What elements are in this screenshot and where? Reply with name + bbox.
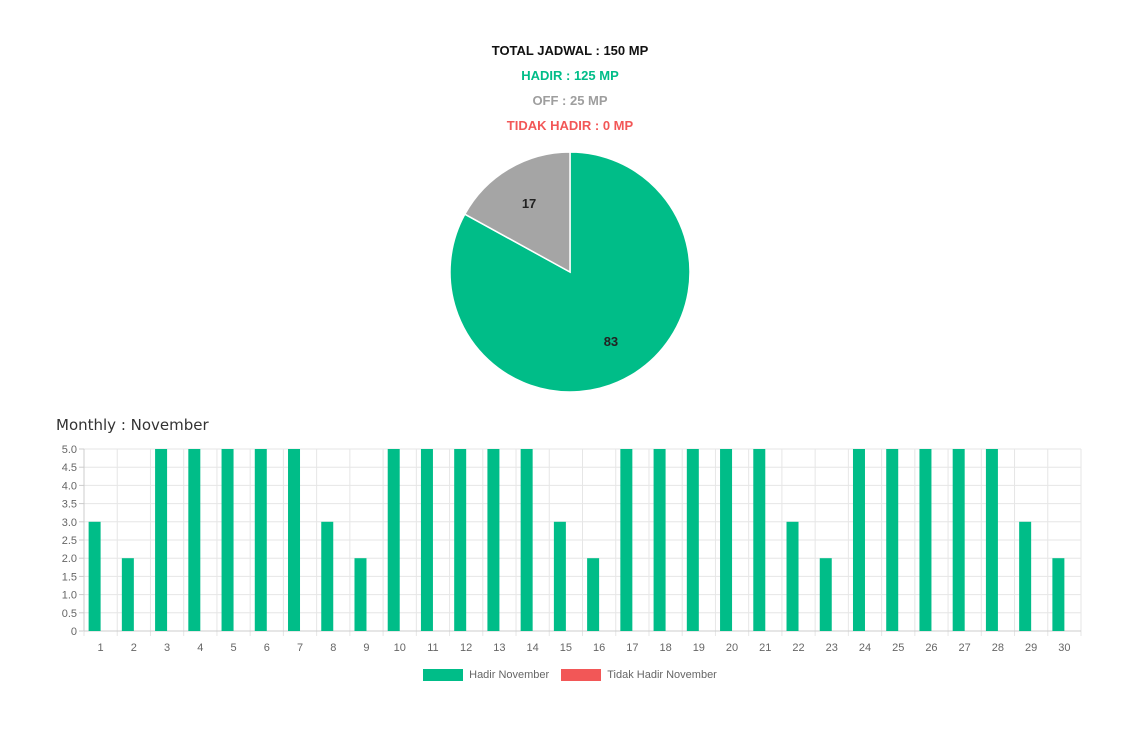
bar-hadir[interactable] xyxy=(354,558,367,631)
x-tick-label: 5 xyxy=(230,642,236,654)
y-tick-label: 0 xyxy=(71,626,77,638)
bar-hadir[interactable] xyxy=(221,449,234,631)
x-tick-label: 26 xyxy=(925,642,937,654)
bar-hadir[interactable] xyxy=(553,521,566,631)
x-tick-label: 30 xyxy=(1058,642,1070,654)
legend-item-hadir[interactable]: Hadir November xyxy=(423,669,549,681)
bar-hadir[interactable] xyxy=(487,449,500,631)
bar-hadir[interactable] xyxy=(454,449,467,631)
bar-hadir[interactable] xyxy=(387,449,400,631)
bar-hadir[interactable] xyxy=(88,521,101,631)
y-tick-label: 0.5 xyxy=(62,608,77,620)
absent-count-label: TIDAK HADIR : 0 MP xyxy=(506,118,634,133)
bar-hadir[interactable] xyxy=(786,521,799,631)
attendance-summary: TOTAL JADWAL : 150 MP HADIR : 125 MP OFF… xyxy=(0,40,1140,140)
x-tick-label: 19 xyxy=(693,642,705,654)
x-tick-label: 17 xyxy=(626,642,638,654)
x-tick-label: 29 xyxy=(1025,642,1037,654)
y-tick-label: 1.0 xyxy=(62,590,77,602)
bar-hadir[interactable] xyxy=(620,449,633,631)
monthly-bar-chart: 0 0.5 1.0 1.5 2.0 2.5 3.0 3.5 4.0 4.5 5.0 1 2 3 4 5 6 7 8 9… xyxy=(40,438,1100,663)
pie-slice-value-label: 17 xyxy=(522,196,536,211)
y-tick-label: 3.5 xyxy=(62,499,77,511)
attendance-pie-chart: 83 17 xyxy=(440,142,700,402)
monthly-chart-title: Monthly : November xyxy=(56,416,209,434)
x-tick-label: 25 xyxy=(892,642,904,654)
bar-hadir[interactable] xyxy=(188,449,201,631)
y-tick-label: 5.0 xyxy=(62,444,77,456)
legend-swatch-tidak-hadir xyxy=(561,669,602,681)
bar-hadir[interactable] xyxy=(288,449,301,631)
x-tick-label: 24 xyxy=(859,642,871,654)
bar-hadir[interactable] xyxy=(852,449,865,631)
x-tick-label: 28 xyxy=(992,642,1004,654)
legend-swatch-hadir xyxy=(423,669,464,681)
bar-hadir[interactable] xyxy=(919,449,932,631)
x-tick-label: 1 xyxy=(98,642,104,654)
pie-slice-value-label: 83 xyxy=(604,334,618,349)
bar-chart-svg: 00.51.01.52.02.53.03.54.04.55.01 2 3 4 5 6 7 8 9… xyxy=(62,444,1082,654)
y-tick-label: 2.0 xyxy=(62,553,77,565)
x-tick-label: 3 xyxy=(164,642,170,654)
x-tick-label: 12 xyxy=(460,642,472,654)
x-tick-label: 18 xyxy=(659,642,671,654)
x-tick-label: 7 xyxy=(297,642,303,654)
x-tick-label: 23 xyxy=(826,642,838,654)
legend-label-hadir: Hadir November xyxy=(469,669,550,681)
x-tick-label: 11 xyxy=(427,642,438,654)
off-count-label: OFF : 25 MP xyxy=(532,93,608,108)
present-count-label: HADIR : 125 MP xyxy=(521,68,619,83)
x-tick-label: 10 xyxy=(394,642,406,654)
pie-chart-svg: 83 17 xyxy=(449,151,691,393)
x-tick-label: 6 xyxy=(264,642,270,654)
bar-hadir[interactable] xyxy=(720,449,733,631)
x-tick-label: 9 xyxy=(363,642,369,654)
bar-hadir[interactable] xyxy=(587,558,600,631)
x-tick-label: 8 xyxy=(330,642,336,654)
x-tick-label: 20 xyxy=(726,642,738,654)
pie-slice-off[interactable] xyxy=(463,151,571,274)
legend-label-tidak-hadir: Tidak Hadir November xyxy=(607,669,717,681)
x-tick-label: 16 xyxy=(593,642,605,654)
y-tick-label: 2.5 xyxy=(62,535,77,547)
x-tick-label: 21 xyxy=(759,642,771,654)
bar-hadir[interactable] xyxy=(1019,521,1032,631)
chart-legend: Hadir November Tidak Hadir November xyxy=(0,669,1140,681)
bar-hadir[interactable] xyxy=(952,449,965,631)
y-tick-label: 3.0 xyxy=(62,517,77,529)
bar-hadir[interactable] xyxy=(1052,558,1065,631)
bar-hadir[interactable] xyxy=(121,558,134,631)
bar-hadir[interactable] xyxy=(653,449,666,631)
bar-hadir[interactable] xyxy=(420,449,433,631)
bar-hadir[interactable] xyxy=(985,449,998,631)
bar-hadir[interactable] xyxy=(753,449,766,631)
bar-hadir[interactable] xyxy=(819,558,832,631)
x-tick-label: 14 xyxy=(527,642,539,654)
x-tick-label: 2 xyxy=(131,642,137,654)
bar-hadir[interactable] xyxy=(520,449,533,631)
legend-item-tidak-hadir[interactable]: Tidak Hadir November xyxy=(561,669,717,681)
x-tick-label: 15 xyxy=(560,642,572,654)
bar-hadir[interactable] xyxy=(321,521,334,631)
y-tick-label: 1.5 xyxy=(62,571,77,583)
bar-hadir[interactable] xyxy=(254,449,267,631)
x-tick-label: 22 xyxy=(792,642,804,654)
total-schedule-label: TOTAL JADWAL : 150 MP xyxy=(491,43,649,58)
bar-hadir[interactable] xyxy=(886,449,899,631)
x-tick-label: 27 xyxy=(959,642,971,654)
bar-hadir[interactable] xyxy=(686,449,699,631)
x-tick-label: 4 xyxy=(197,642,203,654)
y-tick-label: 4.0 xyxy=(62,480,77,492)
y-tick-label: 4.5 xyxy=(62,462,77,474)
x-tick-label: 13 xyxy=(493,642,505,654)
bar-hadir[interactable] xyxy=(155,449,168,631)
